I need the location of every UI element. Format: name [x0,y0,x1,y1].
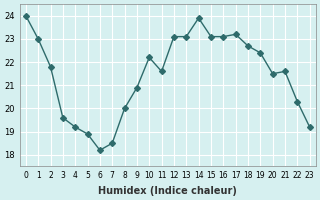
X-axis label: Humidex (Indice chaleur): Humidex (Indice chaleur) [98,186,237,196]
